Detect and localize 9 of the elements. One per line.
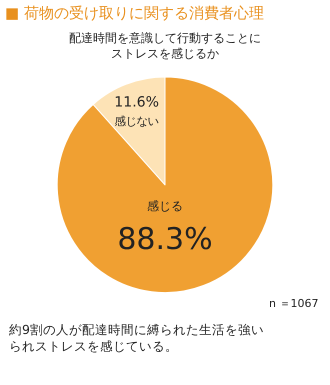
slice-label: 感じる bbox=[147, 199, 183, 214]
data-label: 11.6% bbox=[114, 94, 160, 111]
data-label: 88.3% bbox=[117, 222, 213, 258]
chart-subtitle: 配達時間を意識して行動することにストレスを感じるか bbox=[69, 31, 261, 61]
slice-label: 感じない bbox=[114, 114, 159, 128]
pie-slice bbox=[56, 76, 274, 294]
text: n ＝1067 bbox=[269, 297, 318, 310]
chart-title: ■ 荷物の受け取りに関する消費者心理 bbox=[5, 4, 264, 22]
text: 約9割の人が配達時間に縛られた生活を強いられストレスを感じている。 bbox=[9, 322, 264, 354]
